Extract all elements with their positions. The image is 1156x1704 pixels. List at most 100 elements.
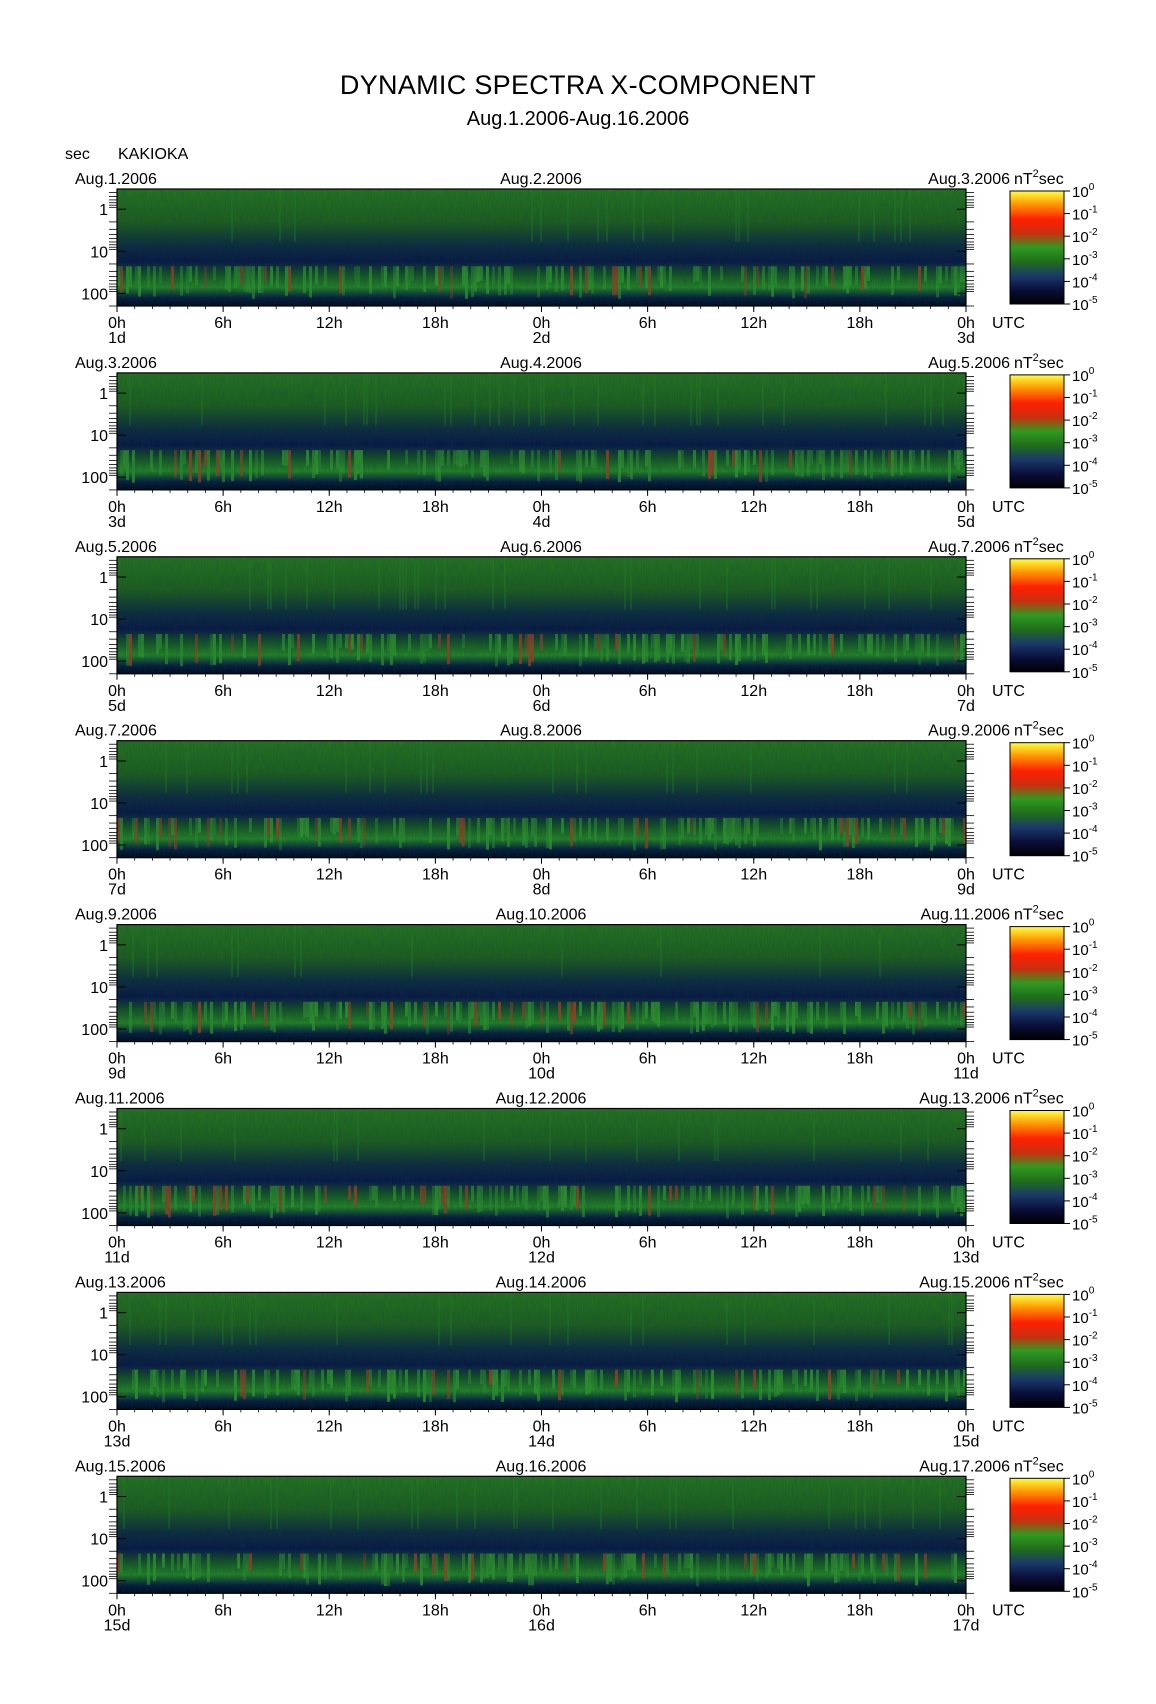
spectrum-noise (117, 372, 966, 490)
panel-end-date: Aug.13.2006 (919, 1091, 1010, 1108)
x-tick-label: 0h (533, 867, 551, 884)
day-label: 14d (528, 1433, 555, 1450)
colorbar-gradient-rect (1009, 742, 1065, 857)
x-tick-label: 18h (847, 315, 874, 332)
colorbar-gradient-rect (1009, 374, 1065, 489)
colorbar-tick-label: 10-1 (1072, 205, 1098, 224)
day-label: 7d (957, 698, 975, 715)
y-tick-label: 10 (90, 796, 108, 813)
x-tick-label: 6h (214, 499, 232, 516)
colorbar-unit: nT2sec (1014, 536, 1064, 556)
colorbar-tick-label: 10-1 (1072, 940, 1098, 959)
x-tick-label: 6h (639, 683, 657, 700)
colorbar-unit: nT2sec (1014, 1271, 1064, 1291)
colorbar: nT2sec 100 10-1 10-2 10-3 10-4 10-5 (1009, 1271, 1098, 1417)
x-axis: 0h 6h 12h 18h 0h 6h 12h 18h 0h UTC 11d 12d 13d (104, 1225, 1025, 1267)
x-tick-label: 6h (214, 867, 232, 884)
x-tick-label: 6h (639, 499, 657, 516)
y-tick-label: 1 (99, 386, 108, 403)
colorbar-tick-label: 10-4 (1072, 272, 1098, 291)
x-tick-label: 6h (639, 1235, 657, 1252)
colorbar-tick-label: 10-2 (1072, 963, 1098, 982)
day-label: 15d (953, 1433, 980, 1450)
x-axis: 0h 6h 12h 18h 0h 6h 12h 18h 0h UTC 13d 14d 15d (104, 1409, 1025, 1450)
x-tick-label: 6h (214, 683, 232, 700)
colorbar-gradient-rect (1009, 190, 1065, 305)
colorbar-unit: nT2sec (1014, 352, 1064, 372)
x-tick-label: 0h (533, 1418, 551, 1435)
colorbar-tick-label: 10-2 (1072, 595, 1098, 614)
x-tick-label: 18h (847, 1602, 874, 1619)
colorbar-tick-label: 10-4 (1072, 1376, 1098, 1395)
day-label: 11d (104, 1250, 130, 1267)
y-axis: 1 10 100 (81, 192, 974, 307)
panel-mid-date: Aug.16.2006 (496, 1458, 587, 1475)
colorbar-tick-label: 100 (1072, 1285, 1095, 1304)
colorbar-tick-label: 10-2 (1072, 227, 1098, 246)
x-tick-label: 6h (214, 1602, 232, 1619)
x-tick-label: 12h (740, 867, 767, 884)
day-label: 9d (108, 1066, 126, 1083)
panel-mid-date: Aug.10.2006 (496, 907, 587, 924)
day-label: 15d (104, 1617, 131, 1634)
colorbar-unit: nT2sec (1014, 904, 1064, 924)
x-tick-label: 12h (316, 1051, 343, 1068)
panel-start-date: Aug.5.2006 (75, 539, 157, 556)
colorbar-gradient-rect (1009, 558, 1065, 673)
colorbar: nT2sec 100 10-1 10-2 10-3 10-4 10-5 (1009, 536, 1098, 682)
x-tick-label: 0h (108, 1051, 126, 1068)
spectrum-noise (117, 924, 966, 1042)
x-tick-label: 6h (214, 315, 232, 332)
colorbar-tick-label: 10-3 (1072, 985, 1098, 1004)
panel-end-date: Aug.11.2006 (920, 907, 1010, 924)
panel-mid-date: Aug.14.2006 (496, 1274, 587, 1291)
y-tick-label: 10 (90, 1532, 108, 1549)
x-tick-label: 0h (533, 1602, 551, 1619)
y-tick-label: 1 (99, 938, 108, 955)
y-axis: 1 10 100 (81, 559, 974, 675)
station-label: KAKIOKA (118, 146, 189, 163)
panel-start-date: Aug.15.2006 (75, 1458, 166, 1475)
colorbar-tick-label: 100 (1072, 918, 1095, 937)
colorbar-tick-label: 10-1 (1072, 572, 1098, 591)
x-tick-label: 0h (957, 683, 975, 700)
y-tick-label: 100 (81, 286, 108, 303)
y-unit-label: sec (65, 146, 90, 163)
colorbar-tick-label: 10-5 (1072, 479, 1098, 498)
spectrum-panel: Aug.13.2006 Aug.14.2006 Aug.15.20061101000… (75, 1271, 1098, 1450)
x-tick-label: 18h (847, 499, 874, 516)
day-label: 5d (957, 514, 975, 531)
x-tick-label: 12h (740, 1235, 767, 1252)
colorbar-gradient-rect (1009, 1293, 1065, 1408)
y-tick-label: 100 (81, 1206, 108, 1223)
x-unit-label: UTC (992, 1235, 1025, 1252)
day-label: 11d (953, 1066, 979, 1083)
colorbar-tick-label: 10-1 (1072, 756, 1098, 775)
x-tick-label: 12h (316, 499, 343, 516)
day-label: 6d (533, 698, 551, 715)
x-tick-label: 0h (957, 1602, 975, 1619)
colorbar-unit: nT2sec (1014, 1088, 1064, 1108)
x-unit-label: UTC (992, 1418, 1025, 1435)
y-tick-label: 100 (81, 1390, 108, 1407)
chart-subtitle: Aug.1.2006-Aug.16.2006 (466, 108, 690, 130)
colorbar-tick-label: 10-2 (1072, 1331, 1098, 1350)
x-unit-label: UTC (992, 499, 1025, 516)
x-tick-label: 18h (422, 683, 449, 700)
spectrum-noise (117, 556, 966, 674)
y-axis: 1 10 100 (81, 1295, 974, 1410)
day-label: 2d (533, 330, 551, 347)
x-tick-label: 18h (422, 499, 449, 516)
day-label: 13d (953, 1250, 980, 1267)
y-tick-label: 1 (99, 202, 108, 219)
panel-end-date: Aug.5.2006 (928, 355, 1010, 372)
x-axis: 0h 6h 12h 18h 0h 6h 12h 18h 0h UTC 3d 4d 5d (108, 489, 1025, 531)
panel-mid-date: Aug.6.2006 (500, 539, 582, 556)
x-tick-label: 12h (740, 683, 767, 700)
colorbar-tick-label: 10-1 (1072, 389, 1098, 408)
x-tick-label: 12h (316, 315, 343, 332)
